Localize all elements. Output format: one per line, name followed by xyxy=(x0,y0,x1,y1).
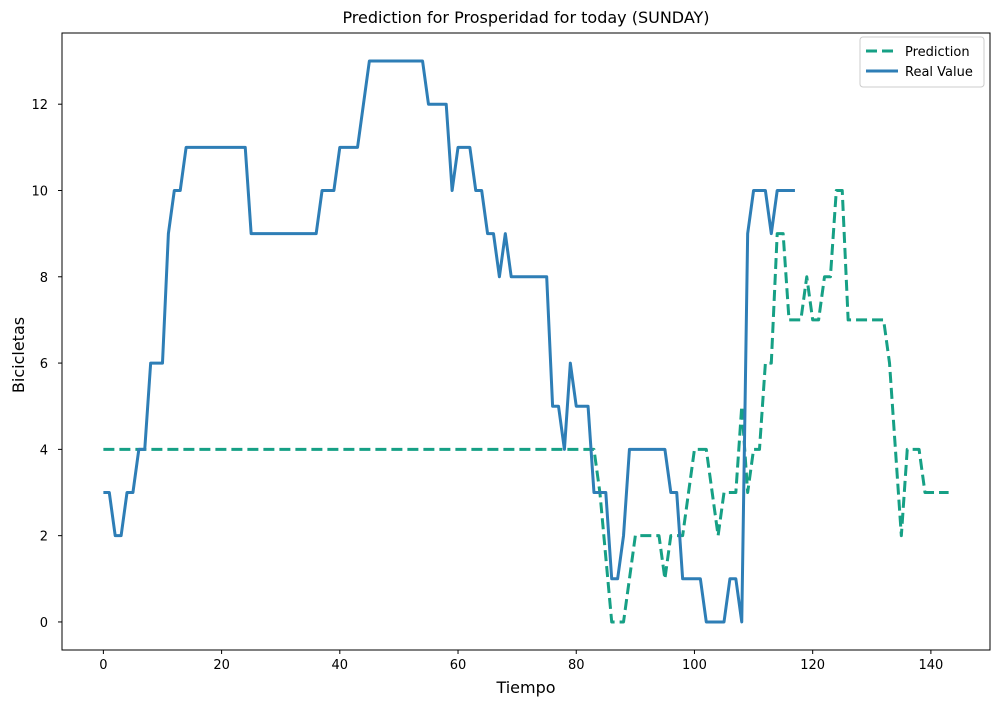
plot-frame xyxy=(61,32,991,651)
x-tick-label: 60 xyxy=(450,658,467,673)
plot-area xyxy=(103,59,949,624)
y-tick-label: 8 xyxy=(40,271,48,286)
y-tick-label: 4 xyxy=(40,443,48,458)
legend-label-prediction: Prediction xyxy=(905,45,970,60)
y-tick-label: 2 xyxy=(40,530,48,545)
axis-ticks: 0 20 40 60 80 100 120 140 0 2 4 6 8 10 12 xyxy=(31,98,943,673)
legend-label-real-value: Real Value xyxy=(905,65,973,80)
x-tick-label: 140 xyxy=(918,658,943,673)
series-line-prediction xyxy=(103,188,949,624)
series-line-real-value xyxy=(103,59,795,624)
y-tick-label: 10 xyxy=(31,184,48,199)
y-tick-label: 0 xyxy=(40,616,48,631)
y-tick-label: 12 xyxy=(31,98,48,113)
x-tick-label: 0 xyxy=(99,658,107,673)
x-axis-label: Tiempo xyxy=(495,678,555,697)
x-tick-label: 20 xyxy=(213,658,230,673)
y-tick-label: 6 xyxy=(40,357,48,372)
legend: Prediction Real Value xyxy=(859,36,985,88)
x-tick-label: 80 xyxy=(568,658,585,673)
x-tick-label: 100 xyxy=(682,658,707,673)
x-tick-label: 40 xyxy=(332,658,349,673)
y-axis-label: Bicicletas xyxy=(9,317,28,393)
chart-title: Prediction for Prosperidad for today (SU… xyxy=(342,8,709,27)
x-tick-label: 120 xyxy=(800,658,825,673)
